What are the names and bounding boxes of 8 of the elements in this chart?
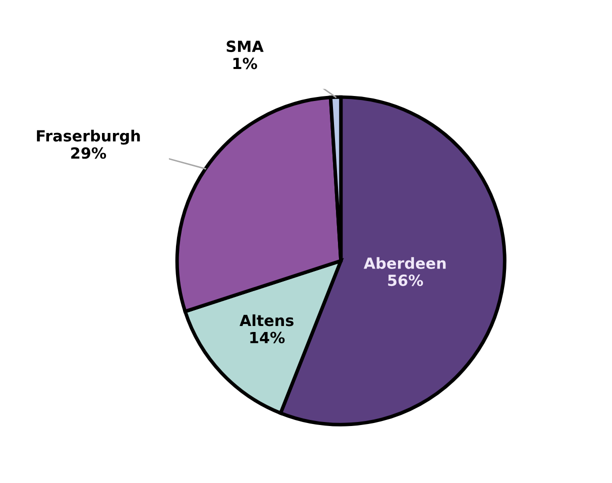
slice-label: Altens	[240, 314, 294, 326]
slice-label: Fraserburgh	[36, 130, 140, 145]
slice-label: SMA	[226, 40, 264, 52]
data-label: 14%	[250, 332, 285, 344]
slice-label: Aberdeen	[364, 257, 446, 269]
data-label: 29%	[71, 147, 106, 159]
data-label: 1%	[233, 58, 258, 70]
data-label: 56%	[388, 274, 424, 286]
